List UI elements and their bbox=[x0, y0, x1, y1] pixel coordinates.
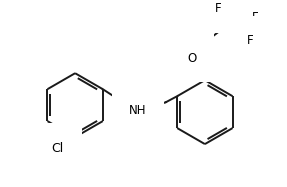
Text: F: F bbox=[247, 34, 253, 47]
Text: F: F bbox=[215, 2, 221, 15]
Text: NH: NH bbox=[129, 104, 147, 117]
Text: O: O bbox=[187, 52, 197, 65]
Text: Cl: Cl bbox=[51, 142, 63, 155]
Text: F: F bbox=[251, 11, 258, 24]
